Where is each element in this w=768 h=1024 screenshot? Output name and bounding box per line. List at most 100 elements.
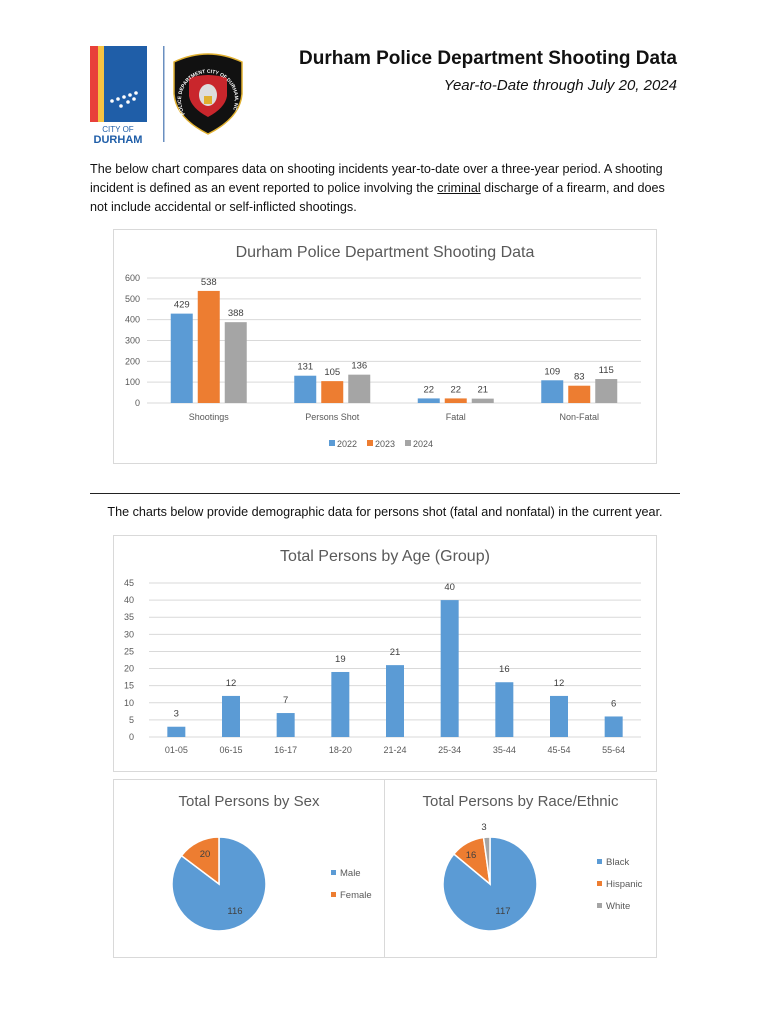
data-label: 12: [554, 678, 565, 689]
y-tick-label: 5: [129, 715, 134, 725]
data-label: 3: [174, 709, 179, 720]
x-tick-label: 21-24: [383, 745, 406, 755]
x-tick-label: Persons Shot: [305, 412, 360, 422]
bar-2023: [321, 381, 344, 403]
y-tick-label: 0: [135, 398, 140, 408]
bar-2024: [595, 379, 618, 403]
data-label: 109: [544, 366, 560, 377]
chart-title: Durham Police Department Shooting Data: [236, 244, 535, 261]
bar-2023: [197, 290, 220, 403]
city-logo-line2: DURHAM: [94, 134, 143, 146]
data-label: 116: [227, 906, 242, 917]
data-label: 83: [574, 372, 585, 383]
legend-label: Hispanic: [606, 879, 643, 890]
data-label: 19: [335, 654, 346, 665]
bar: [222, 695, 240, 737]
bar: [386, 665, 404, 737]
y-tick-label: 25: [124, 646, 134, 656]
data-label: 136: [351, 361, 367, 372]
shooting-chart-box: Durham Police Department Shooting Data 0 1…: [113, 229, 657, 464]
data-label: 117: [495, 906, 510, 917]
bar-2024: [224, 322, 247, 403]
legend-label: 2022: [337, 439, 357, 449]
data-label: 131: [297, 362, 313, 373]
pie-slice-white: [482, 836, 491, 885]
data-label: 21: [477, 385, 488, 396]
divider: [90, 493, 680, 494]
data-label: 40: [444, 582, 455, 593]
pie-slice-female: [180, 836, 220, 886]
page-subtitle: Year-to-Date through July 20, 2024: [443, 77, 677, 94]
bar: [276, 713, 295, 737]
stars-icon: [110, 91, 138, 108]
city-logo-line1: CITY OF: [102, 125, 134, 134]
y-tick-label: 40: [124, 595, 134, 605]
y-tick-label: 500: [125, 294, 140, 304]
police-badge-logo: POLICE DEPARTMENT CITY OF DURHAM, NC: [173, 53, 243, 135]
data-label: 16: [499, 664, 510, 675]
bar-2024: [471, 398, 494, 403]
y-tick-label: 400: [125, 315, 140, 325]
x-tick-label: Shootings: [189, 412, 230, 422]
data-label: 388: [228, 308, 244, 319]
bar: [495, 682, 514, 737]
intro-paragraph: The below chart compares data on shootin…: [90, 160, 682, 217]
logo-divider: [163, 46, 165, 142]
race-pie-chart: Total Persons by Race/Ethnic 117 Black 16 Hi…: [423, 793, 643, 932]
chart-title: Total Persons by Sex: [179, 793, 320, 810]
data-label: 12: [226, 678, 237, 689]
bar-2024: [348, 374, 371, 403]
x-tick-label: 16-17: [274, 745, 297, 755]
y-tick-label: 30: [124, 629, 134, 639]
x-tick-label: 06-15: [219, 745, 242, 755]
legend-label: Black: [606, 857, 629, 868]
legend-label: Female: [340, 890, 372, 901]
bar-2023: [444, 398, 467, 403]
sex-pie-chart: Total Persons by Sex 116 Male 20 Female: [171, 793, 372, 932]
bar-2022: [417, 398, 440, 403]
legend-swatch: [331, 892, 336, 897]
chart-title: Total Persons by Race/Ethnic: [423, 793, 619, 810]
bar: [550, 695, 568, 737]
legend-swatch: [331, 870, 336, 875]
data-label: 20: [200, 849, 211, 860]
legend-label: White: [606, 901, 630, 912]
data-label: 21: [390, 647, 401, 658]
y-tick-label: 100: [125, 377, 140, 387]
data-label: 6: [611, 698, 616, 709]
data-label: 22: [450, 384, 461, 395]
bar-2022: [541, 380, 564, 403]
x-tick-label: 35-44: [493, 745, 516, 755]
y-tick-label: 35: [124, 612, 134, 622]
y-tick-label: 300: [125, 336, 140, 346]
x-tick-label: Fatal: [446, 412, 466, 422]
x-tick-label: 01-05: [165, 745, 188, 755]
y-tick-label: 200: [125, 356, 140, 366]
legend-swatch: [597, 881, 602, 886]
intro-text: The below chart compares data on shootin…: [90, 162, 663, 195]
chart-title: Total Persons by Age (Group): [280, 548, 490, 565]
bar: [331, 671, 350, 737]
bar: [604, 716, 623, 737]
y-tick-label: 20: [124, 664, 134, 674]
legend-swatch: [597, 859, 602, 864]
legend-swatch: [329, 440, 335, 446]
age-group-chart: Total Persons by Age (Group)051015202530…: [124, 548, 641, 755]
bar: [167, 726, 186, 737]
x-tick-label: 45-54: [547, 745, 570, 755]
legend-label: Male: [340, 868, 361, 879]
data-label: 7: [283, 695, 288, 706]
age-chart-box: Total Persons by Age (Group) 0 5 10 15 20 25 30…: [113, 535, 657, 772]
x-tick-label: 55-64: [602, 745, 625, 755]
y-tick-label: 10: [124, 698, 134, 708]
intro-text-end: discharge of a firearm, and does not inc…: [90, 181, 665, 214]
race-chart-box: Total Persons by Race/Ethnic 117 Black 16 Hi…: [384, 779, 657, 958]
x-tick-label: Non-Fatal: [559, 412, 599, 422]
y-tick-label: 600: [125, 273, 140, 283]
y-tick-label: 0: [129, 732, 134, 742]
data-label: 3: [481, 822, 486, 833]
city-of-durham-logo: CITY OF DURHAM: [90, 46, 147, 146]
data-label: 22: [423, 384, 434, 395]
logos: CITY OF DURHAM POLICE DEPARTMENT CITY OF…: [90, 46, 243, 146]
intro-underlined: criminal: [437, 181, 481, 195]
